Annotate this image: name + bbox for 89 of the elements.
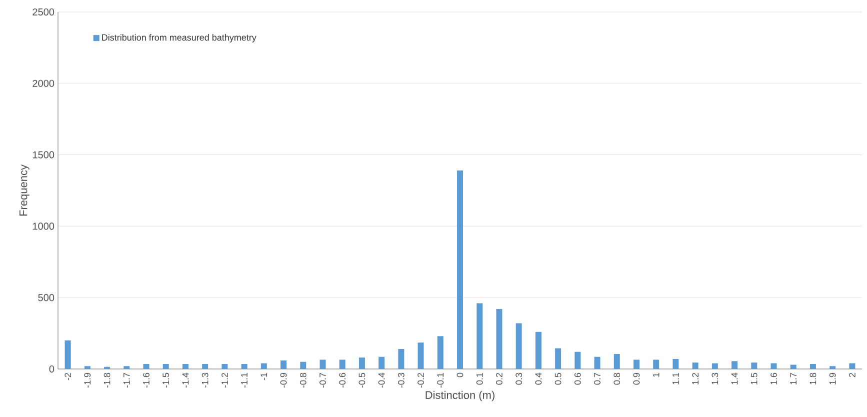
x-tick-label: -0.6 [339,372,346,388]
legend-label: Distribution from measured bathymetry [102,34,256,42]
x-tick-label: -0.4 [378,372,385,388]
x-tick-label: -1.3 [202,372,208,388]
x-tick-label: 0.3 [516,372,522,385]
x-tick-label: 1.5 [751,372,758,384]
x-tick-label: 1 [652,372,660,377]
x-tick-label: 0 [456,372,464,378]
x-tick-label: 1.2 [692,372,698,384]
bar [222,364,228,369]
bar [614,354,620,369]
bar [182,364,188,369]
bar [320,360,326,369]
y-tick-label: 500 [38,294,54,302]
bar [633,360,640,369]
x-tick-label: 1.9 [829,372,836,384]
bar [437,336,444,369]
x-tick-label: -0.7 [320,372,326,388]
x-tick-label: 1.1 [672,372,679,384]
bar [790,364,796,369]
x-tick-label: -1.4 [182,372,189,388]
x-tick-label: -2 [64,372,71,380]
x-tick-label: -0.5 [358,372,366,388]
y-tick-label: 1500 [33,151,54,158]
x-tick-label: -1.2 [222,372,228,388]
x-tick-label: 0.5 [554,372,562,385]
x-tick-label: -1.6 [143,372,150,388]
bar [64,340,71,369]
bar [732,361,738,369]
y-tick-label: 1000 [33,222,54,230]
bar [202,364,208,369]
x-tick-label: 1.7 [790,372,796,384]
x-tick-label: 0.1 [476,372,483,385]
x-tick-label: -1.8 [104,372,110,388]
x-tick-label: 0.7 [594,372,600,385]
x-tick-label: 1.4 [731,372,738,384]
bar [84,366,90,369]
bar [241,364,248,369]
x-axis-title: Distinction (m) [426,390,494,402]
x-tick-label: 0.2 [496,372,502,385]
x-tick-label: 0.6 [574,372,581,385]
bar [712,363,718,369]
x-tick-label: 1.8 [810,372,816,384]
bar [770,363,777,369]
x-tick-label: 1.3 [712,372,718,384]
x-tick-label: 0.9 [633,372,640,385]
bar [751,362,758,369]
bar [516,323,522,369]
bar [378,356,385,369]
x-tick-label: -1.9 [84,372,91,388]
bar [339,360,346,369]
bar [358,358,365,369]
bar [280,360,287,369]
bar [574,352,581,369]
x-tick-label: 0.8 [614,372,620,385]
x-tick-label: -1.1 [241,372,248,388]
bar [594,356,600,369]
x-tick-label: -0.1 [437,372,444,388]
bar [496,309,502,369]
bar [653,360,660,369]
y-tick-label: 2500 [32,8,54,16]
x-tick-label: -0.3 [398,372,404,388]
y-axis-title: Frequency [20,164,30,216]
x-tick-label: -1.5 [162,372,170,388]
x-tick-label: -0.8 [300,372,306,388]
x-tick-label: -1 [260,372,268,380]
bar [672,358,679,369]
bar [300,362,306,369]
bar [143,364,150,369]
bar [418,342,424,369]
bar [398,348,404,369]
bar [162,364,169,369]
bar [849,363,856,369]
x-tick-label: 2 [849,372,856,378]
bar [476,303,483,369]
bar [457,170,464,369]
bar [830,366,836,369]
y-tick-label: 2000 [32,80,54,87]
x-tick-label: 1.6 [770,372,777,384]
bar [260,363,267,369]
bar [555,348,562,369]
x-tick-label: -0.2 [418,372,424,388]
x-tick-label: -1.7 [124,372,130,388]
bar [692,362,698,369]
x-tick-label: -0.9 [280,372,287,388]
x-tick-label: 0.4 [535,372,542,385]
bar [810,364,816,369]
bar [535,332,542,369]
bar [124,366,130,369]
